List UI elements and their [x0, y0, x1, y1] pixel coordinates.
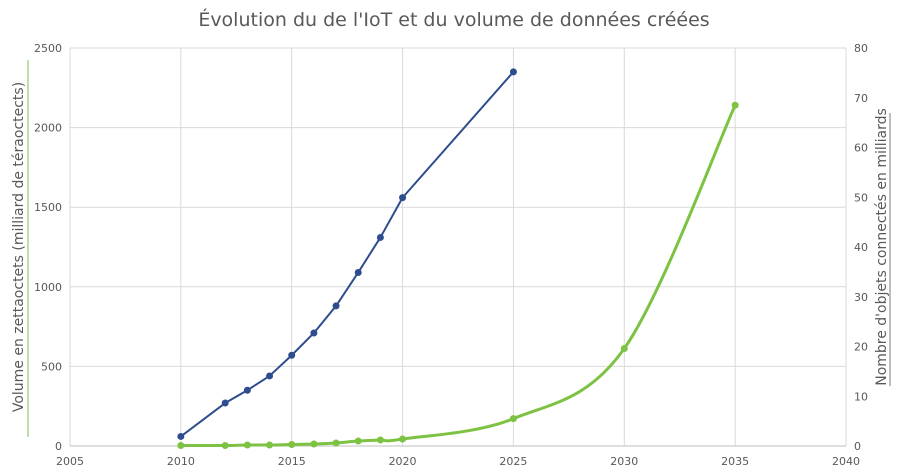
series-line-2: [179, 103, 737, 448]
y2-tick-label: 20: [854, 341, 868, 354]
series-2-point: [376, 436, 384, 444]
x-tick-label: 2010: [167, 455, 195, 468]
y2-tick-label: 80: [854, 42, 868, 55]
y2-axis-ticks: 0 10 20 30 40 50 60 70 80: [854, 42, 868, 453]
y2-tick-label: 50: [854, 191, 868, 204]
y2-axis-label: Nombre d'objets connectés en milliards: [874, 108, 890, 386]
series-1-point: [354, 268, 362, 276]
y2-tick-label: 40: [854, 241, 868, 254]
chart-title: Évolution du de l'IoT et du volume de do…: [198, 8, 709, 31]
y-tick-label: 1000: [34, 281, 62, 294]
y-tick-label: 1500: [34, 201, 62, 214]
series-1-point: [399, 194, 407, 202]
series-1-point: [177, 432, 185, 440]
series-2-point: [288, 441, 296, 449]
series-1-point: [310, 329, 318, 337]
series-2-point: [620, 344, 628, 352]
x-tick-label: 2020: [389, 455, 417, 468]
gridlines: [69, 47, 847, 447]
series-2-point: [221, 442, 229, 450]
x-tick-label: 2025: [499, 455, 527, 468]
x-tick-label: 2030: [610, 455, 638, 468]
y2-tick-label: 0: [854, 440, 861, 453]
series-1-point: [243, 386, 251, 394]
y2-tick-label: 30: [854, 291, 868, 304]
x-axis-ticks: 2005 2010 2015 2020 2025 2030 2035 2040: [56, 455, 860, 468]
x-tick-label: 2005: [56, 455, 84, 468]
y-tick-label: 2500: [34, 42, 62, 55]
series-layer: [177, 68, 739, 450]
series-2-point: [243, 441, 251, 449]
series-line-1: [179, 70, 515, 438]
series-2-point: [354, 437, 362, 445]
series-2-point: [177, 442, 185, 450]
series-1-point: [509, 68, 517, 76]
y-tick-label: 0: [55, 440, 62, 453]
series-1-point: [288, 351, 296, 359]
y2-tick-label: 10: [854, 390, 868, 403]
x-tick-label: 2015: [278, 455, 306, 468]
series-2-point: [266, 441, 274, 449]
series-1-point: [266, 372, 274, 380]
y-tick-label: 2000: [34, 122, 62, 135]
series-1-point: [376, 233, 384, 241]
y-axis-label: Volume en zettaoctets (milliard de térao…: [11, 82, 27, 412]
y2-tick-label: 70: [854, 92, 868, 105]
series-1-point: [332, 302, 340, 310]
series-2-point: [310, 440, 318, 448]
x-tick-label: 2040: [832, 455, 860, 468]
y-axis-ticks: 0 500 1000 1500 2000 2500: [34, 42, 62, 453]
y-tick-label: 500: [41, 360, 62, 373]
series-2-point: [731, 101, 739, 109]
x-tick-label: 2035: [721, 455, 749, 468]
series-1-point: [221, 399, 229, 407]
y2-tick-label: 60: [854, 142, 868, 155]
series-2-point: [332, 439, 340, 447]
series-2-point: [399, 435, 407, 443]
series-2-point: [509, 415, 517, 423]
